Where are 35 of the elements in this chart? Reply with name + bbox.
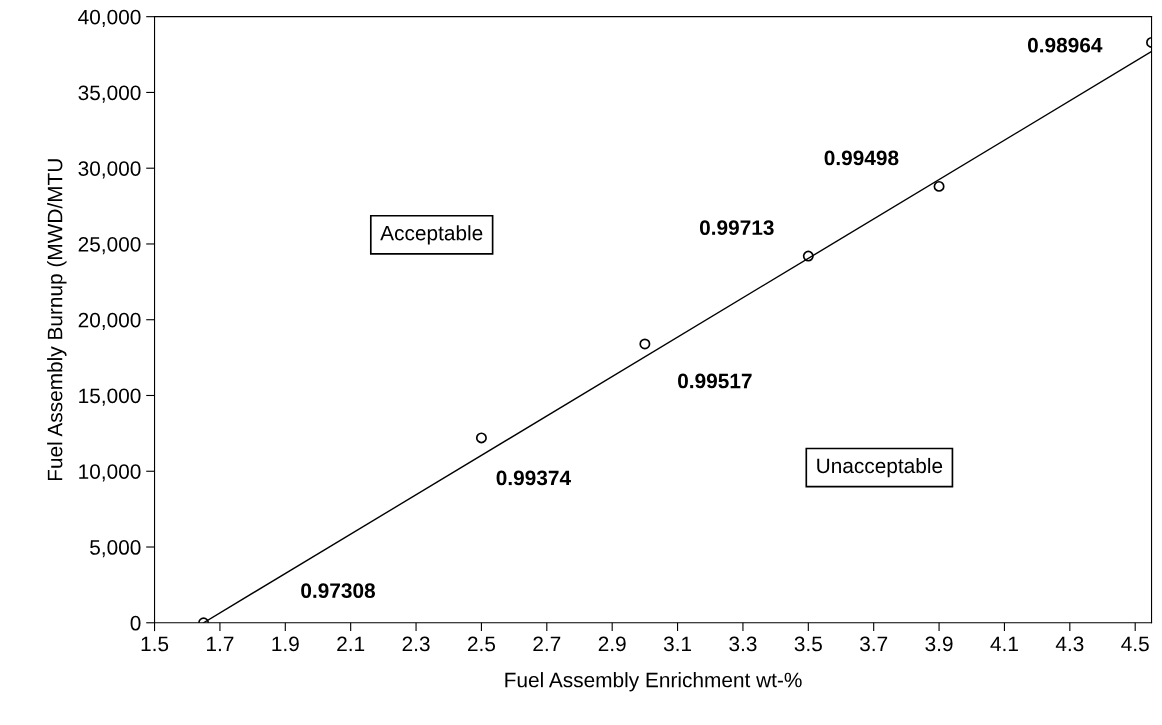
x-tick-label: 3.5 xyxy=(794,636,822,652)
x-tick-label: 2.3 xyxy=(402,636,430,652)
x-tick-label: 1.9 xyxy=(272,636,299,652)
x-tick-label: 3.3 xyxy=(729,636,757,652)
x-tick-label: 3.1 xyxy=(663,636,692,652)
y-tick-label: 20,000 xyxy=(78,312,141,330)
x-tick-label: 3.7 xyxy=(860,636,888,652)
annotation: 0.98964 xyxy=(1027,37,1103,53)
y-tick-label: 0 xyxy=(130,615,141,631)
annotation: 0.97308 xyxy=(301,583,376,599)
x-tick-label: 2.9 xyxy=(598,636,626,652)
annotation: Unacceptable xyxy=(817,457,943,478)
annotation: 0.99517 xyxy=(678,373,752,389)
annotation: 0.99374 xyxy=(496,470,571,486)
annotation: Acceptable xyxy=(380,225,483,245)
annotation: 0.99713 xyxy=(699,220,774,236)
y-tick-label: 25,000 xyxy=(78,236,141,255)
y-tick-label: 40,000 xyxy=(78,9,141,27)
x-tick-label: 2.5 xyxy=(468,636,496,652)
y-tick-label: 30,000 xyxy=(78,161,141,179)
x-tick-label: 2.7 xyxy=(533,636,561,652)
x-tick-label: 3.9 xyxy=(925,636,953,652)
y-axis-title: Fuel Assembly Burnup (MWD/MTU xyxy=(47,159,67,481)
y-tick-label: 35,000 xyxy=(78,85,141,103)
x-tick-label: 4.3 xyxy=(1055,636,1084,652)
y-tick-label: 5,000 xyxy=(90,540,141,558)
y-tick-label: 15,000 xyxy=(79,388,141,406)
x-tick-label: 4.5 xyxy=(1121,636,1149,652)
y-tick-label: 10,000 xyxy=(79,464,141,482)
x-axis-title: Fuel Assembly Enrichment wt-% xyxy=(505,672,802,692)
x-tick-label: 1.5 xyxy=(141,636,169,652)
annotation: 0.99498 xyxy=(824,150,899,166)
x-tick-label: 1.7 xyxy=(207,636,234,652)
x-tick-label: 4.1 xyxy=(990,636,1018,652)
x-tick-label: 2.1 xyxy=(337,636,365,652)
